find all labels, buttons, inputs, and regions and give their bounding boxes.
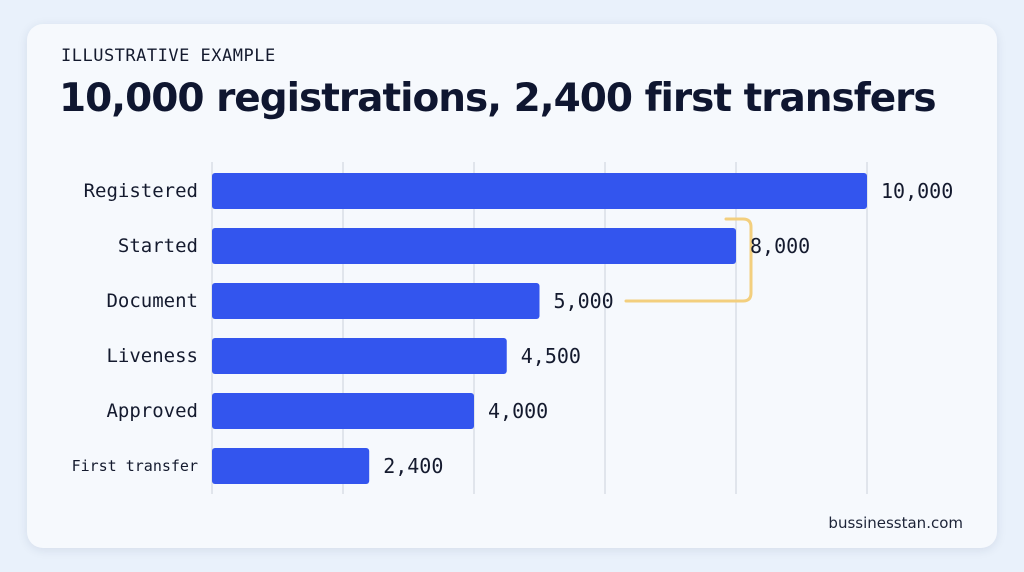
source-credit: bussinesstan.com xyxy=(828,514,963,532)
bar xyxy=(212,173,867,209)
bar xyxy=(212,448,370,484)
funnel-bar-chart: Registered 10,000 Started 8,000 Document 5,00… xyxy=(72,162,954,494)
bracket-annotation xyxy=(624,217,753,303)
value-label: 4,000 xyxy=(488,399,548,423)
bar xyxy=(212,393,474,429)
value-label: 5,000 xyxy=(554,289,614,313)
chart-card: ILLUSTRATIVE EXAMPLE 10,000 registration… xyxy=(27,24,997,548)
chart-title: 10,000 registrations, 2,400 first transf… xyxy=(59,76,937,121)
category-label: First transfer xyxy=(72,457,198,475)
category-label: Started xyxy=(118,235,198,257)
category-label: Liveness xyxy=(106,345,198,367)
value-label: 10,000 xyxy=(881,179,953,203)
bar xyxy=(212,283,540,319)
bar xyxy=(212,228,736,264)
labels: Registered 10,000 Started 8,000 Document 5,00… xyxy=(72,179,954,478)
value-label: 8,000 xyxy=(750,234,810,258)
category-label: Document xyxy=(106,290,198,312)
value-label: 2,400 xyxy=(383,454,443,478)
category-label: Registered xyxy=(84,180,198,202)
value-label: 4,500 xyxy=(521,344,581,368)
bar xyxy=(212,338,507,374)
bars xyxy=(212,173,867,484)
kicker-label: ILLUSTRATIVE EXAMPLE xyxy=(61,46,276,66)
annotations xyxy=(624,217,753,303)
gridlines xyxy=(211,162,868,494)
category-label: Approved xyxy=(106,400,198,422)
